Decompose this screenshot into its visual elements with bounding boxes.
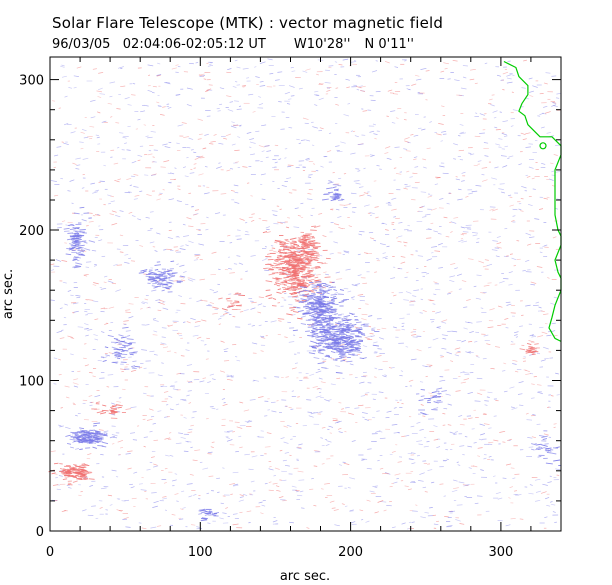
x-tick-label: 100 [188,545,213,560]
x-tick-label: 200 [338,545,363,560]
y-tick-label: 0 [36,525,44,540]
observation-time: 96/03/05 02:04:06-02:05:12 UT [52,37,266,52]
plot-background [50,57,561,531]
chart-title: Solar Flare Telescope (MTK) : vector mag… [52,14,444,32]
y-axis-label: arc sec. [1,269,16,319]
polarity-regions [48,180,562,522]
y-tick-label: 100 [19,375,44,390]
x-tick-label: 300 [488,545,513,560]
limb-contour-blob [539,142,547,150]
latitude-label: N 0'11'' [364,37,414,52]
y-tick-label: 200 [19,224,44,239]
axis-ticks [49,57,562,532]
longitude-label: W10'28'' [293,37,351,52]
background-noise [50,58,562,530]
axis-tick-labels: 0 100 200 300 0 100 200 300 [19,74,513,560]
plot-frame [49,56,562,532]
chart-subtitle: 96/03/05 02:04:06-02:05:12 UT W10'28'' N 0… [52,37,414,52]
x-tick-label: 0 [46,545,54,560]
y-tick-label: 300 [19,74,44,89]
x-axis-label: arc sec. [280,569,330,584]
